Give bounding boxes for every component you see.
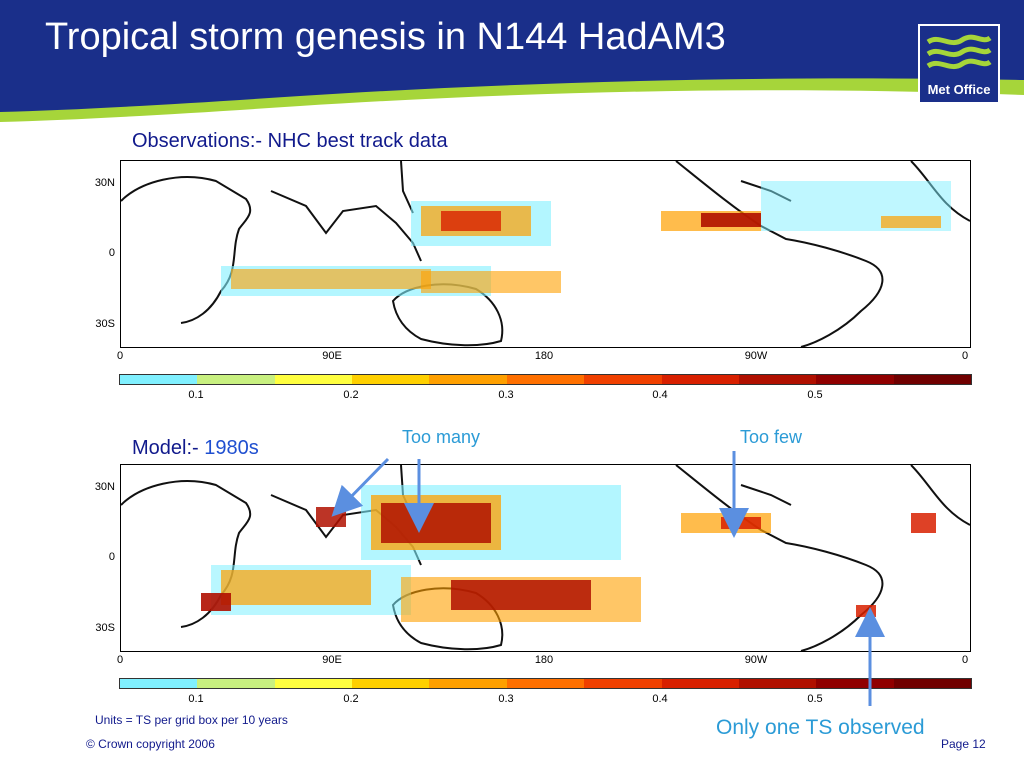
observations-map — [120, 160, 971, 348]
model-lon-90e: 90E — [322, 654, 342, 666]
slide-title: Tropical storm genesis in N144 HadAM3 — [45, 16, 726, 58]
logo-label: Met Office — [927, 82, 991, 97]
too-many-arrow-left — [331, 457, 390, 517]
model-cbar-tick-0.2: 0.2 — [343, 693, 359, 705]
colorbar-swatch-10 — [893, 375, 971, 384]
model-cbar-tick-0.3: 0.3 — [498, 693, 514, 705]
copyright-footer: © Crown copyright 2006 — [86, 737, 215, 751]
too-many-label: Too many — [402, 427, 481, 447]
obs-lon-90e: 90E — [322, 350, 342, 362]
americas-coast — [675, 465, 884, 651]
africa-coast — [121, 176, 252, 324]
americas-coast — [675, 161, 884, 347]
colorbar-swatch-8 — [738, 375, 817, 384]
obs-lon-90w: 90W — [744, 350, 768, 362]
colorbar-swatch-7 — [661, 375, 739, 384]
colorbar-swatch-3 — [352, 679, 430, 688]
observations-heading: Observations:- NHC best track data — [132, 130, 448, 152]
colorbar-swatch-9 — [816, 679, 894, 688]
colorbar-swatch-10 — [893, 679, 971, 688]
gulf-coast — [740, 484, 792, 506]
colorbar-swatch-0 — [120, 679, 198, 688]
obs-lat-0: 0 — [108, 247, 115, 259]
obs-lon-0-right: 0 — [961, 350, 969, 362]
obs-lon-0-left: 0 — [116, 350, 124, 362]
obs-lon-180: 180 — [534, 350, 554, 362]
model-colorbar — [119, 678, 972, 689]
colorbar-swatch-9 — [816, 375, 894, 384]
model-cbar-tick-0.5: 0.5 — [807, 693, 823, 705]
colorbar-swatch-7 — [661, 679, 739, 688]
east-asia-coast — [400, 161, 414, 214]
model-lon-90w: 90W — [744, 654, 768, 666]
model-heading-prefix: Model:- — [132, 437, 205, 459]
west-africa-coast — [910, 465, 970, 526]
model-lat-30s: 30S — [95, 622, 115, 634]
page-number: Page 12 — [941, 737, 986, 751]
model-lat-0: 0 — [108, 551, 115, 563]
model-heading-period: 1980s — [204, 437, 259, 459]
colorbar-swatch-0 — [120, 375, 198, 384]
colorbar-swatch-1 — [197, 375, 275, 384]
colorbar-swatch-3 — [352, 375, 430, 384]
model-lat-30n: 30N — [94, 481, 115, 493]
colorbar-swatch-2 — [274, 375, 353, 384]
wave-logo-icon — [926, 34, 992, 70]
model-lon-0-left: 0 — [116, 654, 124, 666]
colorbar-swatch-5 — [506, 375, 585, 384]
observations-density-field — [221, 181, 951, 296]
too-few-label: Too few — [740, 427, 803, 447]
units-note: Units = TS per grid box per 10 years — [95, 713, 288, 727]
obs-lat-30s: 30S — [95, 318, 115, 330]
colorbar-swatch-2 — [274, 679, 353, 688]
obs-cbar-tick-0.1: 0.1 — [188, 389, 204, 401]
obs-cbar-tick-0.3: 0.3 — [498, 389, 514, 401]
obs-cbar-tick-0.2: 0.2 — [343, 389, 359, 401]
obs-lat-30n: 30N — [94, 177, 115, 189]
colorbar-swatch-1 — [197, 679, 275, 688]
model-heading: Model:- 1980s — [132, 437, 259, 460]
obs-cbar-tick-0.4: 0.4 — [652, 389, 668, 401]
colorbar-swatch-4 — [429, 375, 507, 384]
colorbar-swatch-6 — [584, 375, 662, 384]
met-office-logo: Met Office — [918, 24, 1000, 104]
only-one-ts-label: Only one TS observed — [716, 716, 925, 739]
colorbar-swatch-8 — [738, 679, 817, 688]
model-cbar-tick-0.4: 0.4 — [652, 693, 668, 705]
model-cbar-tick-0.1: 0.1 — [188, 693, 204, 705]
model-lon-180: 180 — [534, 654, 554, 666]
colorbar-swatch-5 — [506, 679, 585, 688]
colorbar-swatch-4 — [429, 679, 507, 688]
observations-colorbar — [119, 374, 972, 385]
colorbar-swatch-6 — [584, 679, 662, 688]
obs-cbar-tick-0.5: 0.5 — [807, 389, 823, 401]
header-banner — [0, 0, 1024, 130]
south-asia-coast — [270, 190, 422, 262]
model-lon-0-right: 0 — [961, 654, 969, 666]
